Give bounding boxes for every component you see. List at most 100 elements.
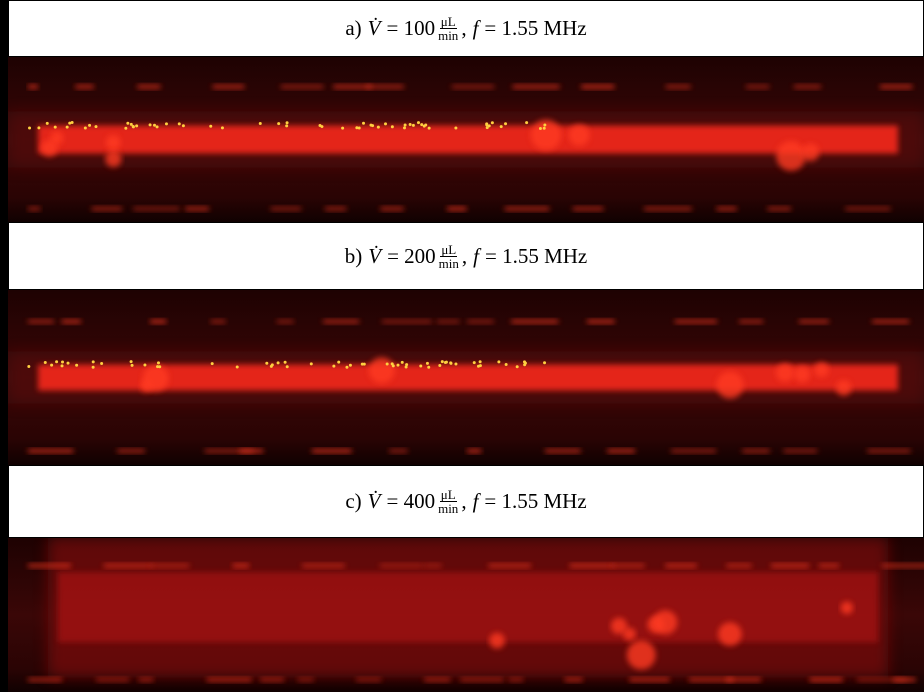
particle-cluster <box>568 124 590 146</box>
particle <box>283 360 287 364</box>
wall-streak <box>380 206 404 211</box>
wall-streak <box>745 84 770 89</box>
particle <box>487 124 491 128</box>
particle <box>50 363 54 367</box>
particle <box>75 363 79 367</box>
wall-streak <box>856 677 907 682</box>
wall-streak <box>96 677 129 682</box>
wall-streak <box>726 677 762 682</box>
particle <box>235 365 239 369</box>
freq-variable: f <box>472 16 479 40</box>
stream <box>38 364 898 391</box>
particle <box>345 365 349 369</box>
wall-streak <box>212 84 245 89</box>
wall-streak <box>382 319 432 324</box>
particle <box>210 362 214 366</box>
wall-streak <box>671 449 717 453</box>
particle <box>129 360 133 364</box>
wall-streak <box>28 84 39 89</box>
particle <box>285 124 289 128</box>
wall-streak <box>508 677 524 682</box>
wall-streak <box>872 319 909 324</box>
panel-label: b) <box>344 243 363 268</box>
wall-streak <box>28 206 41 211</box>
wall-streak <box>742 449 770 453</box>
particle <box>220 126 224 130</box>
wall-streak <box>607 449 635 453</box>
particle <box>53 125 57 129</box>
wall-streak <box>436 319 460 324</box>
particle <box>45 121 49 125</box>
particle <box>362 121 366 125</box>
wall-streak <box>767 206 791 211</box>
particle <box>94 125 98 129</box>
wall-streak <box>867 449 911 453</box>
unit-numerator: μL <box>440 241 458 257</box>
panel-caption: c) V̇ = 400 μL min, f = 1.55 MHz <box>8 465 924 538</box>
particle <box>60 360 64 364</box>
particle <box>130 363 134 367</box>
flow-value: = 200 <box>387 243 436 268</box>
particle <box>318 124 322 128</box>
particle <box>376 125 380 129</box>
wall-streak <box>665 563 697 568</box>
panel-caption: a) V̇ = 100 μL min, f = 1.55 MHz <box>8 0 924 57</box>
wall-streak <box>845 206 891 211</box>
stream <box>58 572 878 643</box>
particle <box>265 361 269 365</box>
unit-fraction: μL min <box>439 243 459 270</box>
wall-streak <box>323 319 360 324</box>
particle <box>427 126 431 130</box>
freq-value: = 1.55 MHz <box>484 243 588 268</box>
particle <box>396 363 400 367</box>
particle <box>385 362 389 366</box>
particle <box>152 123 156 127</box>
particle <box>504 122 508 126</box>
wall-streak <box>809 677 843 682</box>
particle <box>60 364 64 368</box>
wall-streak <box>150 319 167 324</box>
unit-fraction: μL min <box>438 15 458 42</box>
unit-fraction: μL min <box>438 488 458 515</box>
particle-cluster <box>794 366 811 383</box>
particle <box>155 125 159 129</box>
particle <box>490 121 494 125</box>
particle <box>390 125 394 129</box>
wall-streak <box>612 563 645 568</box>
particle <box>135 124 139 128</box>
particle <box>369 123 373 127</box>
panel-caption: b) V̇ = 200 μL min, f = 1.55 MHz <box>8 222 924 290</box>
particle <box>332 364 336 368</box>
flow-variable: V̇ <box>367 16 381 40</box>
freq-variable: f <box>472 489 479 513</box>
wall-streak <box>569 563 615 568</box>
particle <box>285 365 289 369</box>
particle <box>542 126 546 130</box>
micrograph <box>8 538 924 692</box>
particle <box>100 361 104 365</box>
particle <box>131 125 135 129</box>
particle <box>390 362 394 366</box>
particle <box>425 361 429 365</box>
particle <box>523 361 527 365</box>
particle-cluster <box>716 371 744 399</box>
wall-streak <box>467 319 494 324</box>
wall-streak <box>881 563 924 568</box>
wall-streak <box>893 677 916 682</box>
particle-cluster <box>626 640 656 670</box>
wall-streak <box>665 84 691 89</box>
particle <box>499 125 503 129</box>
wall-streak <box>424 677 451 682</box>
particle-cluster <box>653 610 678 635</box>
particle <box>454 362 458 366</box>
particle <box>158 365 162 369</box>
particle <box>309 362 313 366</box>
unit-denominator: min <box>438 28 459 43</box>
wall-streak <box>545 449 581 453</box>
figure: a) V̇ = 100 μL min, f = 1.55 MHz b) V̇ = 200 μL mi… <box>8 0 924 692</box>
wall-streak <box>280 84 324 89</box>
particle <box>422 124 426 128</box>
particle-cluster <box>814 362 829 378</box>
particle <box>525 121 529 125</box>
wall-streak <box>818 563 840 568</box>
